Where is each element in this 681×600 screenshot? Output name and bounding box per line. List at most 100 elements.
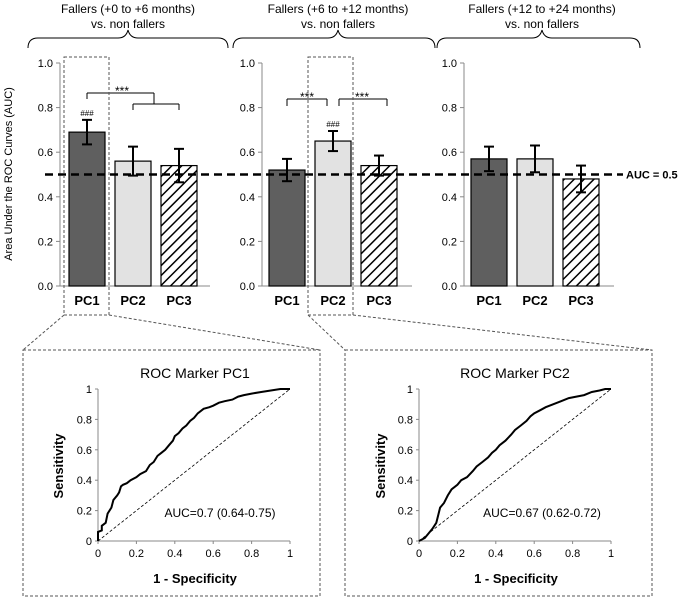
roc-pc1-xlabel: 1 - Specificity [153, 571, 238, 586]
zoom-connector-right-2 [352, 314, 653, 351]
y-axis-label: Area Under the ROC Curves (AUC) [3, 87, 15, 261]
roc-chance-line [97, 388, 291, 542]
panel1-ytick-label: 0.2 [38, 236, 53, 248]
pc1-selection-box [63, 56, 110, 316]
zoom-connector-left-1 [22, 314, 65, 351]
roc-chance-line [418, 388, 612, 542]
roc-ytick-label: 0.4 [77, 475, 92, 487]
bar-significance-mark: ### [80, 109, 94, 118]
category-label-pc3: PC3 [366, 293, 391, 308]
panel3-title-line2: vs. non fallers [505, 17, 579, 31]
panel2-ytick-label: 0.0 [240, 281, 255, 293]
panel2-title-line1: Fallers (+6 to +12 months) [268, 2, 409, 16]
panel3-ytick-label: 0.4 [442, 192, 457, 204]
bar-pc1 [68, 131, 106, 287]
panel3-ytick-label: 0.8 [442, 103, 457, 115]
roc-chart-1: 0 0.2 0.4 0.6 0.8 1 0 0.2 0.4 0.6 0.8 1 [77, 384, 293, 560]
panel2-ytick-label: 0.8 [240, 103, 255, 115]
roc-xtick-label: 0 [416, 548, 422, 560]
roc-ytick-label: 1 [86, 384, 92, 396]
roc-pc2-title: ROC Marker PC2 [460, 365, 570, 381]
panel2-ytick-label: 0.6 [240, 147, 255, 159]
bar-panel-2: 0.0 0.2 0.4 0.6 0.8 1.0 PC1 PC2 ### PC3 [240, 58, 412, 308]
roc-ytick-label: 0.4 [398, 475, 413, 487]
panel3-ytick-label: 0.2 [442, 236, 457, 248]
bar-pc2 [114, 160, 152, 287]
roc-ytick-label: 1 [407, 384, 413, 396]
roc-ytick-label: 0 [407, 536, 413, 548]
significance-brackets: *** *** *** [86, 84, 388, 110]
panel1-ytick-label: 0.0 [38, 281, 53, 293]
category-label-pc1: PC1 [476, 293, 501, 308]
category-label-pc2: PC2 [120, 293, 145, 308]
panel3-ytick-label: 0.0 [442, 281, 457, 293]
significance-label: *** [355, 90, 369, 104]
bar-pc1 [268, 169, 306, 287]
panel2-ytick-label: 0.2 [240, 236, 255, 248]
roc-curve [97, 388, 290, 541]
roc-pc1-title: ROC Marker PC1 [140, 365, 250, 381]
category-label-pc2: PC2 [522, 293, 547, 308]
roc-xtick-label: 1 [608, 548, 614, 560]
zoom-connector-left-2 [108, 314, 321, 351]
roc-charts-layer: 0 0.2 0.4 0.6 0.8 1 0 0.2 0.4 0.6 0.8 1 0 0.2 0.4 0.6 0.… [77, 384, 614, 560]
bar-pc2 [516, 158, 554, 287]
panel3-ytick-label: 1.0 [442, 58, 457, 70]
roc-ytick-label: 0.8 [77, 414, 92, 426]
panel1-ytick-label: 0.4 [38, 192, 53, 204]
roc-xtick-label: 0.4 [167, 548, 182, 560]
category-label-pc3: PC3 [568, 293, 593, 308]
category-label-pc2: PC2 [320, 293, 345, 308]
roc-pc2-xlabel: 1 - Specificity [474, 571, 559, 586]
bar-significance-mark: ### [326, 120, 340, 129]
roc-pc2-frame [344, 349, 653, 597]
bar-panel-3: 0.0 0.2 0.4 0.6 0.8 1.0 PC1 PC2 PC3 [442, 58, 614, 308]
panel2-ytick-label: 0.4 [240, 192, 255, 204]
panel2-brace [232, 29, 436, 49]
roc-pc2-annotation: AUC=0.67 (0.62-0.72) [483, 506, 601, 520]
panel1-ytick-label: 1.0 [38, 58, 53, 70]
panel2-ytick-label: 1.0 [240, 58, 255, 70]
panel1-ytick-label: 0.8 [38, 103, 53, 115]
roc-xtick-label: 0 [95, 548, 101, 560]
bar-panel-1: 0.0 0.2 0.4 0.6 0.8 1.0 PC1 ### PC2 PC3 [38, 58, 210, 308]
significance-label: *** [300, 90, 314, 104]
bar-pc3 [160, 164, 198, 287]
roc-ytick-label: 0.6 [77, 445, 92, 457]
roc-xtick-label: 1 [287, 548, 293, 560]
panel1-ytick-label: 0.6 [38, 147, 53, 159]
roc-curve [418, 388, 611, 542]
zoom-connector-right-1 [307, 314, 346, 351]
panel3-ytick-label: 0.6 [442, 147, 457, 159]
bar-pc3 [360, 164, 398, 287]
category-label-pc1: PC1 [74, 293, 99, 308]
panel1-title-line1: Fallers (+0 to +6 months) [61, 2, 195, 16]
roc-pc1-annotation: AUC=0.7 (0.64-0.75) [164, 506, 275, 520]
pc2-selection-box [307, 56, 354, 316]
roc-pc2-ylabel: Sensitivity [373, 433, 388, 499]
bar-pc1 [470, 158, 508, 287]
roc-ytick-label: 0.2 [398, 506, 413, 518]
roc-xtick-label: 0.2 [129, 548, 144, 560]
panel3-brace [436, 29, 641, 49]
roc-xtick-label: 0.2 [450, 548, 465, 560]
roc-xtick-label: 0.6 [206, 548, 221, 560]
category-label-pc3: PC3 [166, 293, 191, 308]
roc-pc1-frame [22, 349, 321, 597]
roc-ytick-label: 0.6 [398, 445, 413, 457]
roc-xtick-label: 0.4 [488, 548, 503, 560]
panel3-title-line1: Fallers (+12 to +24 months) [468, 2, 615, 16]
roc-xtick-label: 0.8 [565, 548, 580, 560]
roc-pc1-ylabel: Sensitivity [51, 433, 66, 499]
panel2-title-line2: vs. non fallers [301, 17, 375, 31]
panel1-title-line2: vs. non fallers [91, 17, 165, 31]
category-label-pc1: PC1 [274, 293, 299, 308]
bar-pc3 [562, 178, 600, 287]
significance-label: *** [115, 84, 129, 98]
roc-chart-2: 0 0.2 0.4 0.6 0.8 1 0 0.2 0.4 0.6 0.8 1 [398, 384, 614, 560]
roc-ytick-label: 0.8 [398, 414, 413, 426]
roc-ytick-label: 0 [86, 536, 92, 548]
roc-xtick-label: 0.6 [527, 548, 542, 560]
